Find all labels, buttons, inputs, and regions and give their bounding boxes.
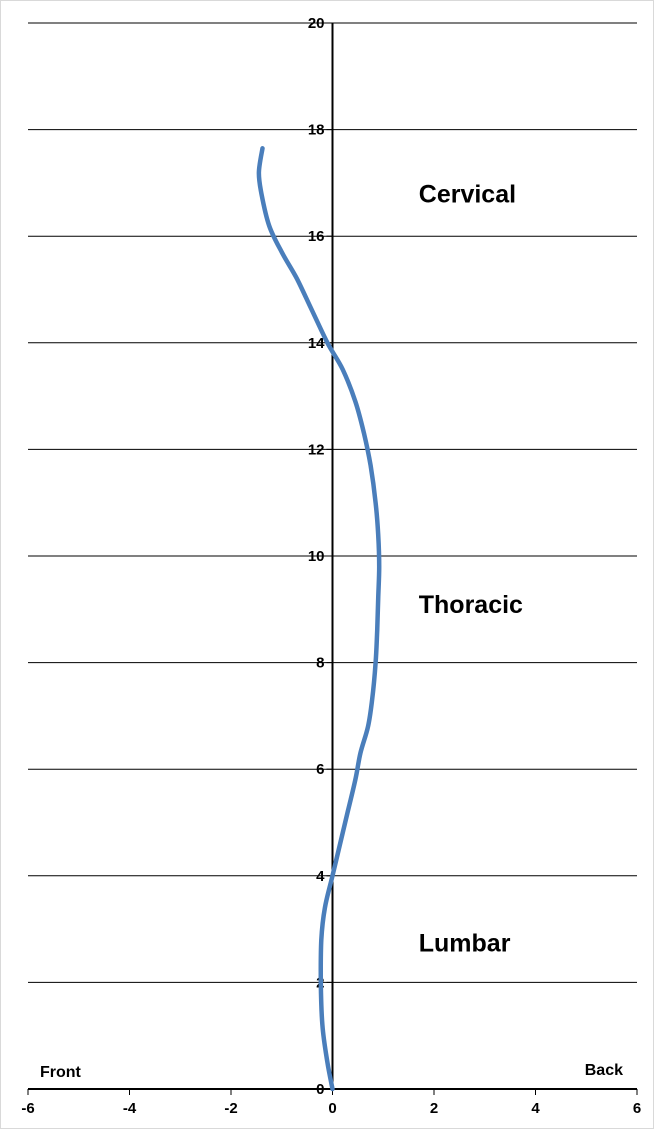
x-tick-label: -6 [21, 1100, 34, 1117]
y-tick-label: 18 [308, 122, 325, 139]
series-layer [256, 146, 382, 1092]
axes [27, 22, 638, 1095]
y-tick-label: 8 [316, 655, 324, 672]
region-label: Lumbar [419, 929, 511, 957]
y-tick-label: 12 [308, 441, 325, 458]
x-tick-label: 2 [430, 1100, 438, 1117]
x-tick-label: -2 [224, 1100, 237, 1117]
x-tick-label: -4 [123, 1100, 137, 1117]
region-label: Cervical [419, 181, 516, 209]
y-tick-label: 20 [308, 15, 325, 32]
y-tick-label: 10 [308, 548, 325, 565]
y-tick-label: 6 [316, 761, 324, 778]
front-label: Front [40, 1064, 82, 1081]
x-tick-label: 0 [328, 1100, 336, 1117]
y-tick-label: 14 [308, 335, 325, 352]
annotations: Cervical Thoracic Lumbar [419, 181, 523, 958]
back-label: Back [585, 1062, 623, 1079]
region-label: Thoracic [419, 591, 523, 619]
series-line-0 [256, 146, 382, 1092]
y-tick-label: 4 [316, 868, 325, 885]
x-tick-labels: -6 -4 -2 0 2 4 6 [21, 1100, 641, 1117]
x-tick-label: 4 [531, 1100, 540, 1117]
y-tick-label: 0 [316, 1081, 324, 1098]
x-tick-label: 6 [633, 1100, 641, 1117]
y-tick-label: 16 [308, 228, 325, 245]
